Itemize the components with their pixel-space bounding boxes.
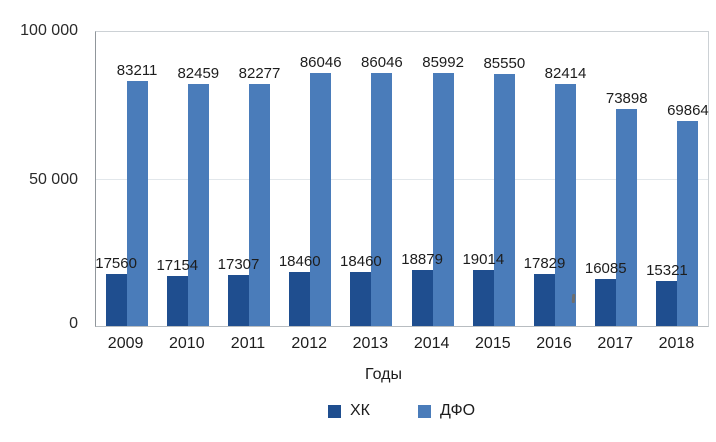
category-group-2010: 17154 82459 [156,32,219,326]
legend-label-dfo: ДФО [439,402,476,419]
bar-ДФО-2015 [493,74,515,326]
bar-wrap-ДФО-2015: 85550 [483,32,525,326]
bar-value-label-ДФО-2011: 82277 [238,65,281,82]
category-group-2018: 15321 69864 [646,32,709,326]
bar-ХК-2009 [105,274,127,326]
legend-swatch-dfo-icon [417,404,431,418]
y-axis-tick-50000: 50 000 [29,171,78,188]
category-group-2014: 18879 85992 [401,32,464,326]
bar-value-label-ДФО-2009: 83211 [116,62,158,79]
bar-wrap-ДФО-2009: 83211 [117,32,157,326]
bar-wrap-ХК-2017: 16085 [585,32,627,326]
bar-value-label-ДФО-2016: 82414 [544,65,587,82]
bar-wrap-ХК-2011: 17307 [218,32,259,326]
bar-value-label-ХК-2013: 18460 [340,253,382,270]
bar-ДФО-2016 [555,84,577,326]
bar-value-label-ХК-2017: 16085 [584,260,627,277]
bar-value-label-ДФО-2018: 69864 [667,102,709,119]
chart-legend: ХК ДФО [95,403,708,419]
bar-ХК-2011 [228,275,249,326]
x-axis-tick-2011: 2011 [230,335,266,352]
bar-value-label-ДФО-2012: 86046 [299,54,342,71]
x-axis-tick-2013: 2013 [352,335,389,352]
bar-ДФО-2014 [432,73,454,326]
bar-ХК-2015 [472,270,494,326]
bar-wrap-ХК-2012: 18460 [279,32,321,326]
legend-swatch-xk-icon [327,404,341,418]
category-group-2017: 16085 73898 [585,32,648,326]
bar-ХК-2016 [534,274,556,326]
x-axis-tick-2016: 2016 [536,335,572,352]
bar-value-label-ДФО-2017: 73898 [605,90,648,107]
bar-value-label-ХК-2012: 18460 [278,253,321,270]
bar-ХК-2017 [595,279,617,326]
bar-value-label-ДФО-2014: 85992 [422,54,464,71]
bar-ДФО-2012 [310,73,332,326]
bar-wrap-ДФО-2012: 86046 [300,32,342,326]
x-axis-title: Годы [365,366,402,383]
bar-wrap-ХК-2016: 17829 [524,32,565,326]
bar-wrap-ХК-2010: 17154 [156,32,198,326]
bar-ХК-2018 [656,281,678,326]
x-axis-tick-2015: 2015 [475,335,511,352]
x-axis-labels: 2009 2010 2011 2012 2013 2014 2015 2016 2017 2018 [95,334,707,354]
bar-wrap-ДФО-2013: 86046 [361,32,403,326]
bar-wrap-ДФО-2014: 85992 [422,32,464,326]
bar-ХК-2012 [289,272,311,326]
bar-ДФО-2009 [126,81,148,326]
legend-item-xk: ХК [327,402,370,419]
bar-wrap-ХК-2013: 18460 [340,32,382,326]
x-axis-tick-2012: 2012 [291,335,327,352]
bar-ДФО-2013 [371,73,393,326]
category-group-2013: 18460 86046 [340,32,403,326]
bar-value-label-ДФО-2015: 85550 [483,55,526,72]
category-group-2015: 19014 85550 [462,32,525,326]
bar-value-label-ХК-2015: 19014 [462,251,505,268]
bar-ДФО-2011 [249,84,270,326]
bar-wrap-ХК-2015: 19014 [462,32,504,326]
x-axis-tick-2018: 2018 [658,335,695,352]
x-axis-tick-2010: 2010 [169,335,205,352]
bar-value-label-ХК-2010: 17154 [156,257,199,274]
bar-value-label-ХК-2018: 15321 [646,262,688,279]
bar-value-label-ДФО-2010: 82459 [177,65,220,82]
category-group-2011: 17307 82277 [218,32,280,326]
bar-ДФО-2018 [677,121,699,326]
bar-ХК-2013 [350,272,372,326]
y-axis: 100 000 50 000 0 [0,0,86,340]
y-axis-tick-100000: 100 000 [20,22,78,39]
gridline-50000 [96,179,708,180]
bar-ДФО-2017 [616,109,638,326]
legend-label-xk: ХК [349,402,370,419]
bar-value-label-ХК-2009: 17560 [95,255,137,272]
category-group-2012: 18460 86046 [279,32,342,326]
x-axis-tick-2009: 2009 [107,335,144,352]
bar-wrap-ДФО-2017: 73898 [606,32,648,326]
x-axis-tick-2014: 2014 [413,335,450,352]
legend-item-dfo: ДФО [417,402,476,419]
category-group-2009: 17560 83211 [95,32,157,326]
bar-ХК-2010 [166,276,188,326]
bar-value-label-ХК-2016: 17829 [523,255,566,272]
bar-wrap-ХК-2018: 15321 [646,32,688,326]
bar-wrap-ДФО-2011: 82277 [239,32,280,326]
bar-wrap-ДФО-2018: 69864 [667,32,709,326]
y-axis-tick-0: 0 [69,315,78,332]
category-group-2016: 17829 82414 [524,32,586,326]
bar-ДФО-2010 [187,84,209,326]
bar-ХК-2014 [411,270,433,326]
stray-artifact-mark [571,293,576,304]
bar-wrap-ХК-2014: 18879 [401,32,443,326]
bar-value-label-ДФО-2013: 86046 [361,54,403,71]
bar-wrap-ДФО-2016: 82414 [545,32,586,326]
bar-wrap-ХК-2009: 17560 [95,32,137,326]
bar-wrap-ДФО-2010: 82459 [177,32,219,326]
plot-area: 17560 83211 17154 82459 17307 82277 18460 86046… [95,31,709,327]
x-axis-tick-2017: 2017 [597,335,634,352]
bars-container: 17560 83211 17154 82459 17307 82277 18460 86046… [95,32,709,326]
bar-value-label-ХК-2011: 17307 [217,256,260,273]
bar-value-label-ХК-2014: 18879 [401,251,443,268]
